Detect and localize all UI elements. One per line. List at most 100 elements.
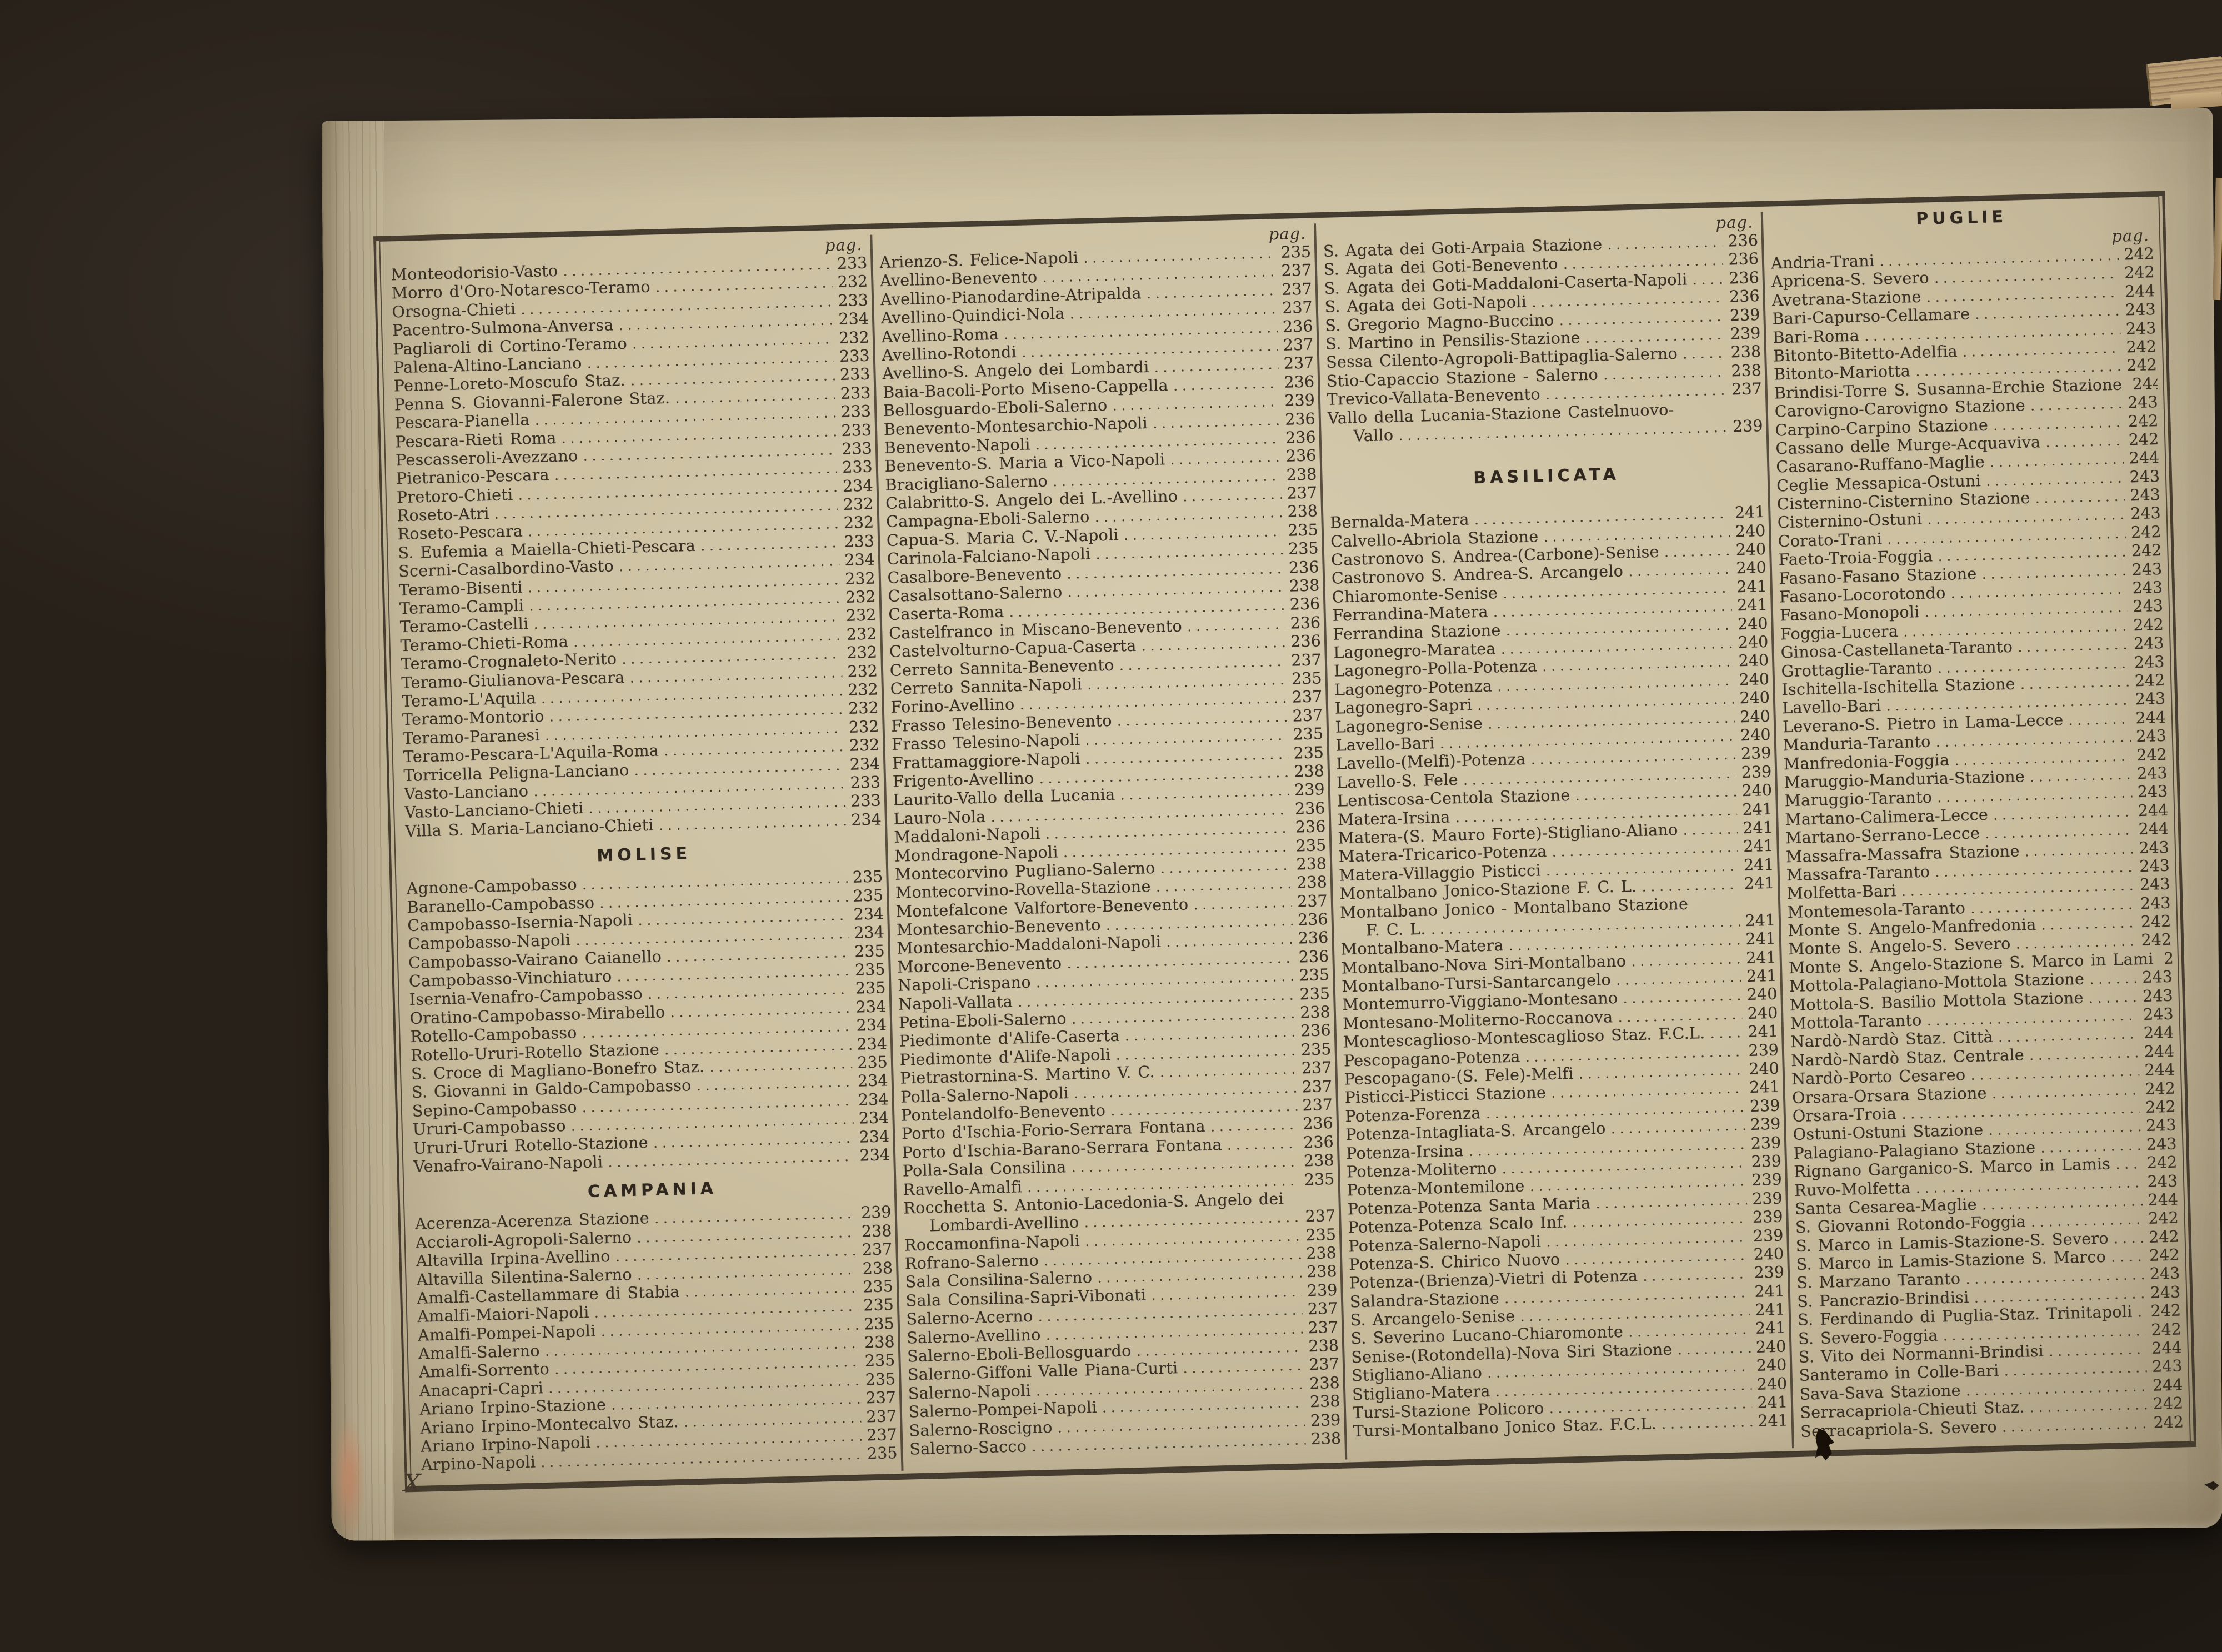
page-edge-discoloration — [332, 1415, 366, 1543]
pag-label: pag. — [1715, 212, 1754, 233]
page-number: 243 — [2151, 1356, 2183, 1376]
page-number: 242 — [2153, 1413, 2184, 1432]
page-number: 232 — [848, 717, 879, 737]
page-number: 243 — [2130, 485, 2161, 505]
route-name: Lagonegro-Senise — [1335, 714, 1483, 737]
route-name: Mottola-Taranto — [1790, 1011, 1923, 1033]
page-number: 244 — [2138, 819, 2169, 839]
page-number: 242 — [2126, 337, 2157, 357]
route-name: Vallo — [1353, 425, 1394, 445]
page-number: 235 — [1299, 965, 1330, 985]
dot-leader — [1631, 950, 1741, 970]
page-number: 235 — [1287, 520, 1319, 540]
page-number: 237 — [1281, 261, 1312, 281]
page-number: 237 — [866, 1425, 898, 1445]
page-number: 241 — [1736, 577, 1768, 597]
dot-leader — [2137, 1304, 2145, 1320]
page-number: 235 — [1304, 1169, 1335, 1189]
page-number: 241 — [1758, 1411, 1789, 1431]
page-number: 243 — [2142, 986, 2174, 1005]
dot-leader — [2041, 914, 2135, 933]
folio-number: X — [403, 1469, 421, 1498]
page-number: 240 — [1738, 632, 1769, 652]
page-number: 243 — [2141, 967, 2173, 987]
dot-leader — [1166, 931, 1293, 951]
page-number: 234 — [857, 1034, 888, 1054]
page-number: 242 — [2145, 1097, 2176, 1117]
dot-leader — [1677, 1340, 1751, 1358]
region-header: CAMPANIA — [587, 1179, 718, 1202]
page-number: 236 — [1302, 1114, 1334, 1133]
dot-leader — [2158, 951, 2159, 968]
page-number: 240 — [1746, 985, 1778, 1004]
page-number: 234 — [838, 309, 869, 329]
page-number: 237 — [1281, 279, 1313, 299]
page-number: 238 — [861, 1221, 892, 1241]
dot-leader — [1183, 1358, 1304, 1377]
page-number: 242 — [2150, 1301, 2181, 1321]
page-number: 233 — [841, 439, 873, 458]
page-number: 244 — [2135, 708, 2166, 727]
book-page: pag.Monteodorisio-Vasto233Morro d'Oro-No… — [322, 108, 2222, 1543]
dot-leader — [1187, 616, 1285, 635]
page-number: 241 — [1745, 910, 1776, 930]
page-number: 241 — [1743, 837, 1774, 856]
page-number: 244 — [2148, 1190, 2179, 1209]
route-name: Pietranico-Pescara — [396, 465, 550, 488]
page-number: 234 — [857, 1071, 888, 1091]
route-name: Matera-Irsina — [1337, 808, 1450, 829]
page-number: 240 — [1735, 540, 1766, 559]
dot-leader — [1616, 969, 1741, 989]
page-number: 243 — [2149, 1264, 2180, 1284]
page-number: 234 — [858, 1108, 889, 1128]
route-name: Pescara-Pianella — [394, 411, 531, 433]
page-number: 233 — [837, 253, 868, 273]
page-number: 243 — [2146, 1134, 2177, 1154]
page-number: 236 — [1728, 268, 1760, 288]
dot-leader — [1623, 988, 1742, 1007]
page-number: 237 — [1290, 650, 1322, 670]
route-name: Vasto-Lanciano — [404, 782, 529, 804]
page-number: 232 — [845, 605, 877, 625]
page-number: 236 — [1729, 287, 1760, 306]
dot-leader — [2020, 673, 2129, 693]
page-number: 243 — [2135, 689, 2166, 709]
dot-leader — [1193, 894, 1292, 913]
route-name: Potenza-Irsina — [1345, 1141, 1464, 1163]
route-name: Lauro-Nola — [893, 807, 986, 828]
dot-leader — [1154, 356, 1278, 376]
page-number: 232 — [843, 513, 874, 533]
route-name: Fasano-Monopoli — [1779, 603, 1920, 625]
page-number: 242 — [2130, 522, 2161, 542]
page-number: 242 — [2140, 912, 2171, 932]
dot-leader — [1585, 327, 1725, 347]
page-number: 237 — [1297, 891, 1328, 911]
page-number: 244 — [2143, 1023, 2174, 1043]
page-number: 243 — [2125, 300, 2156, 319]
page-number: 236 — [1300, 1021, 1331, 1040]
route-name: Avellino-Roma — [881, 324, 999, 346]
page-number: 237 — [1307, 1299, 1338, 1319]
dot-leader — [1153, 412, 1280, 432]
page-number: 241 — [1744, 873, 1775, 893]
page-number: 240 — [1753, 1244, 1784, 1264]
page-number: 239 — [1751, 1152, 1782, 1171]
page-number: 236 — [1728, 249, 1759, 269]
page-number: 241 — [1754, 1281, 1785, 1301]
page-number: 237 — [1305, 1207, 1336, 1226]
route-name: Andria-Trani — [1770, 251, 1875, 273]
dot-leader — [2111, 1248, 2144, 1265]
page-number: 239 — [1729, 305, 1760, 325]
dot-leader — [1210, 1117, 1298, 1135]
page-number: 241 — [1746, 966, 1777, 986]
dot-leader — [1618, 1006, 1743, 1026]
page-number: 242 — [2124, 244, 2155, 264]
dot-leader — [1610, 1117, 1745, 1137]
dot-leader — [1998, 1026, 2139, 1046]
dot-leader — [1993, 803, 2133, 823]
page-number: 241 — [1757, 1393, 1788, 1412]
page-number: 237 — [1308, 1355, 1340, 1374]
route-name: Lavello-S. Fele — [1336, 770, 1459, 792]
page-number: 235 — [1299, 984, 1330, 1004]
